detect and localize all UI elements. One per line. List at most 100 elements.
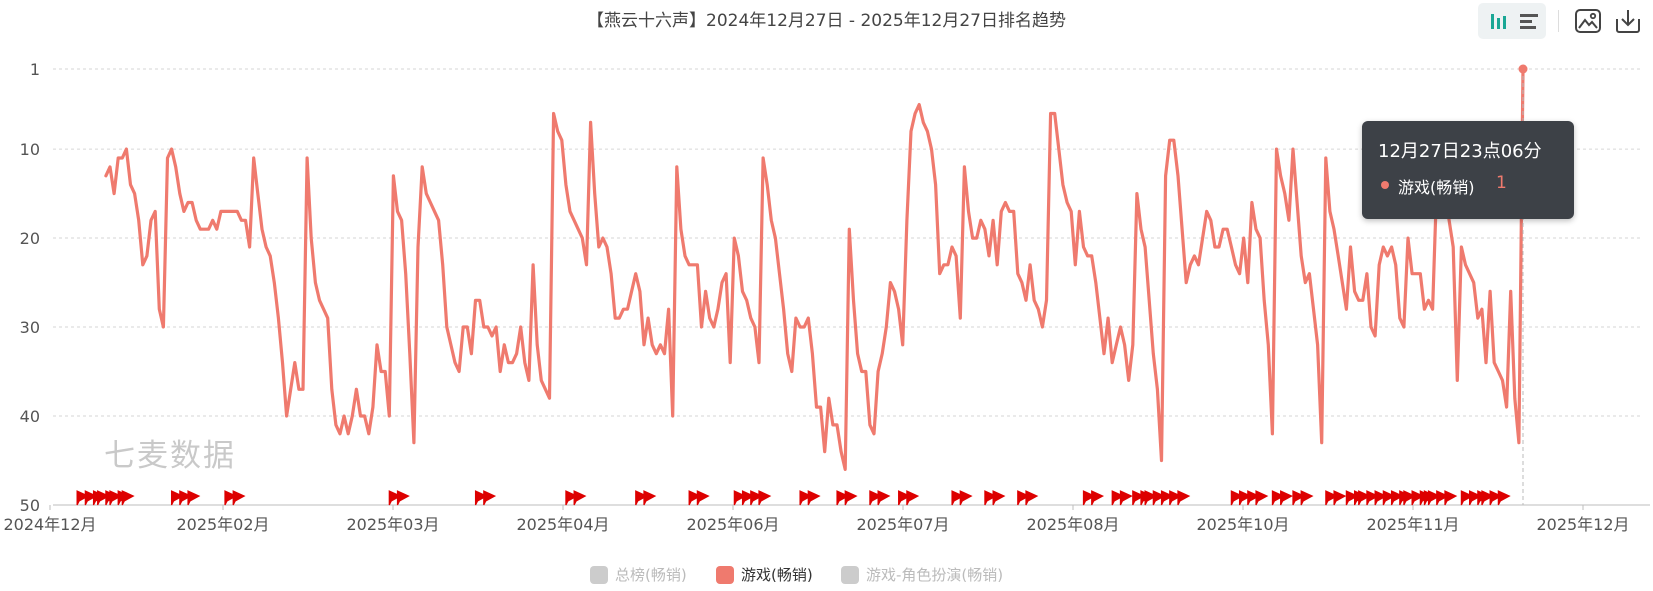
- data-point: [1407, 237, 1409, 239]
- x-tick-label: 2025年08月: [1026, 515, 1119, 534]
- event-flag: [906, 490, 920, 506]
- data-point: [211, 219, 214, 222]
- data-point: [634, 272, 637, 275]
- event-flag: [877, 490, 891, 506]
- x-tick-label: 2025年06月: [686, 515, 779, 534]
- watermark: 七麦数据: [104, 438, 236, 474]
- data-point: [1267, 344, 1270, 346]
- data-point: [1058, 148, 1060, 150]
- data-point: [1152, 352, 1155, 355]
- data-point: [959, 317, 962, 319]
- data-point: [191, 201, 193, 204]
- data-point: [762, 157, 764, 159]
- data-point: [721, 281, 723, 284]
- data-point: [1251, 201, 1253, 204]
- save-image-icon[interactable]: [1573, 6, 1603, 36]
- data-point: [376, 344, 378, 346]
- data-point: [1029, 264, 1031, 266]
- legend-item-game[interactable]: 游戏(畅销): [716, 564, 813, 585]
- event-flag: [992, 490, 1006, 506]
- data-point: [248, 246, 251, 248]
- y-tick-label: 1: [30, 60, 40, 79]
- data-point: [257, 192, 259, 195]
- data-point: [289, 388, 292, 391]
- data-point: [433, 210, 436, 213]
- data-point: [1431, 308, 1434, 311]
- data-point: [598, 246, 600, 248]
- data-point: [105, 175, 107, 177]
- data-point: [1477, 317, 1479, 319]
- legend: 总榜(畅销) 游戏(畅销) 游戏-角色扮演(畅销): [0, 564, 1653, 588]
- data-point: [1259, 237, 1261, 239]
- data-point: [351, 415, 354, 417]
- x-tick-label: 2025年07月: [856, 515, 949, 534]
- data-point: [544, 388, 547, 391]
- data-point: [938, 272, 941, 275]
- chart-view-toggle: [1478, 3, 1546, 39]
- data-point: [1000, 210, 1003, 213]
- data-point: [951, 246, 953, 248]
- data-point: [943, 264, 945, 266]
- download-icon[interactable]: [1613, 6, 1643, 36]
- list-lines-icon[interactable]: [1514, 6, 1544, 36]
- data-point: [478, 299, 481, 302]
- data-point: [203, 228, 206, 230]
- data-point: [622, 308, 625, 311]
- data-point: [335, 424, 337, 426]
- data-point: [404, 272, 407, 275]
- data-point: [1399, 317, 1401, 319]
- data-point: [1193, 255, 1196, 257]
- data-point: [384, 370, 387, 373]
- data-point: [269, 255, 272, 257]
- data-point: [483, 326, 485, 328]
- data-point: [417, 246, 419, 248]
- data-point: [532, 264, 534, 266]
- data-point: [1518, 441, 1520, 444]
- data-point: [782, 308, 785, 311]
- data-point: [565, 183, 567, 186]
- data-point: [179, 192, 181, 195]
- data-point: [1086, 255, 1089, 257]
- data-point: [1201, 237, 1204, 239]
- data-point: [885, 326, 888, 328]
- data-point: [750, 317, 752, 319]
- chart-title: 【燕云十六声】2024年12月27日 - 2025年12月27日排名趋势: [587, 11, 1066, 31]
- data-point: [1218, 246, 1220, 248]
- data-point: [1378, 264, 1380, 266]
- data-point: [988, 255, 990, 257]
- data-point: [1366, 272, 1368, 275]
- data-point: [528, 379, 530, 382]
- event-flag: [1280, 490, 1293, 506]
- data-point: [326, 317, 329, 319]
- data-point: [799, 326, 801, 328]
- data-point: [1070, 210, 1072, 213]
- data-point: [1337, 255, 1339, 257]
- data-point: [1226, 228, 1228, 230]
- data-point: [355, 388, 358, 391]
- x-tick-label: 2025年11月: [1366, 515, 1459, 534]
- data-point: [774, 237, 777, 239]
- data-point: [1411, 272, 1413, 275]
- data-point: [963, 166, 966, 168]
- data-point: [1427, 299, 1430, 302]
- data-point: [1107, 317, 1109, 319]
- data-point: [934, 183, 937, 186]
- data-point: [322, 308, 325, 311]
- legend-item-total[interactable]: 总榜(畅销): [590, 564, 687, 585]
- data-point: [618, 317, 621, 319]
- y-tick-label: 20: [20, 229, 40, 248]
- data-point: [1316, 344, 1319, 346]
- series-layer: [104, 64, 1528, 505]
- data-point: [828, 397, 830, 400]
- event-flag: [844, 490, 858, 506]
- legend-item-game-rpg[interactable]: 游戏-角色扮演(畅销): [841, 564, 1003, 585]
- data-point: [1349, 246, 1352, 248]
- data-point: [1004, 201, 1007, 204]
- event-flag: [483, 490, 497, 506]
- data-point: [758, 361, 760, 364]
- data-point: [121, 157, 124, 159]
- data-point: [713, 326, 715, 328]
- data-point: [1103, 352, 1105, 355]
- bar-chart-icon[interactable]: [1484, 6, 1514, 36]
- data-point: [487, 326, 489, 328]
